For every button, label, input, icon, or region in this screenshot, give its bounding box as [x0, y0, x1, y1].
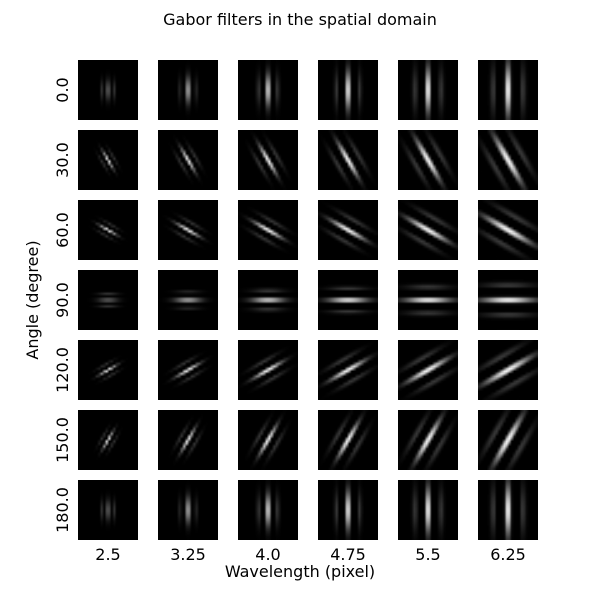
gabor-filter-cell: [238, 480, 298, 540]
gabor-filter-cell: [78, 340, 138, 400]
x-tick-label: 6.25: [490, 545, 526, 564]
gabor-filter-cell: [158, 340, 218, 400]
gabor-filter-cell: [398, 130, 458, 190]
gabor-filter-cell: [318, 410, 378, 470]
gabor-filter-cell: [478, 340, 538, 400]
gabor-filter-cell: [238, 200, 298, 260]
gabor-filter-cell: [478, 270, 538, 330]
x-tick-label: 5.5: [415, 545, 440, 564]
gabor-filter-cell: [478, 480, 538, 540]
y-tick-label: 120.0: [53, 347, 72, 393]
y-tick-label: 30.0: [53, 142, 72, 178]
gabor-filter-cell: [398, 480, 458, 540]
x-tick-label: 2.5: [95, 545, 120, 564]
x-tick-label: 4.75: [330, 545, 366, 564]
gabor-filter-cell: [158, 200, 218, 260]
gabor-filter-cell: [78, 270, 138, 330]
y-tick-labels: 0.0 30.0 60.0 90.0 120.0 150.0 180.0: [53, 77, 72, 533]
y-tick-label: 150.0: [53, 417, 72, 463]
gabor-filter-cell: [78, 200, 138, 260]
gabor-filter-cell: [238, 270, 298, 330]
gabor-filter-cell: [238, 60, 298, 120]
gabor-filter-cell: [158, 60, 218, 120]
x-axis-label: Wavelength (pixel): [225, 562, 375, 581]
y-tick-label: 180.0: [53, 487, 72, 533]
y-tick-label: 90.0: [53, 282, 72, 318]
x-tick-label: 3.25: [170, 545, 206, 564]
gabor-filter-cell: [318, 480, 378, 540]
y-tick-label: 0.0: [53, 77, 72, 102]
gabor-filter-cell: [318, 340, 378, 400]
y-tick-label: 60.0: [53, 212, 72, 248]
gabor-filter-cell: [238, 130, 298, 190]
x-tick-labels: 2.5 3.25 4.0 4.75 5.5 6.25: [95, 545, 526, 564]
gabor-filter-cell: [78, 480, 138, 540]
y-axis-label: Angle (degree): [23, 240, 42, 359]
gabor-filter-cell: [478, 60, 538, 120]
gabor-filter-cell: [398, 340, 458, 400]
gabor-filter-cell: [478, 130, 538, 190]
gabor-filter-cell: [78, 410, 138, 470]
gabor-filter-cell: [398, 200, 458, 260]
gabor-filter-cell: [158, 130, 218, 190]
gabor-filter-cell: [238, 340, 298, 400]
gabor-filter-cell: [318, 200, 378, 260]
gabor-filter-cell: [158, 480, 218, 540]
gabor-filter-cell: [398, 410, 458, 470]
gabor-filter-cell: [478, 200, 538, 260]
gabor-filter-cell: [318, 270, 378, 330]
chart-title: Gabor filters in the spatial domain: [163, 10, 437, 29]
gabor-filter-cell: [158, 410, 218, 470]
gabor-filter-cell: [398, 270, 458, 330]
gabor-filter-cell: [158, 270, 218, 330]
gabor-filter-cell: [478, 410, 538, 470]
gabor-filter-cell: [398, 60, 458, 120]
gabor-filter-cell: [238, 410, 298, 470]
x-tick-label: 4.0: [255, 545, 280, 564]
gabor-filter-cell: [318, 130, 378, 190]
filter-grid: [78, 60, 538, 540]
gabor-filter-cell: [78, 130, 138, 190]
gabor-filter-cell: [318, 60, 378, 120]
gabor-filter-cell: [78, 60, 138, 120]
